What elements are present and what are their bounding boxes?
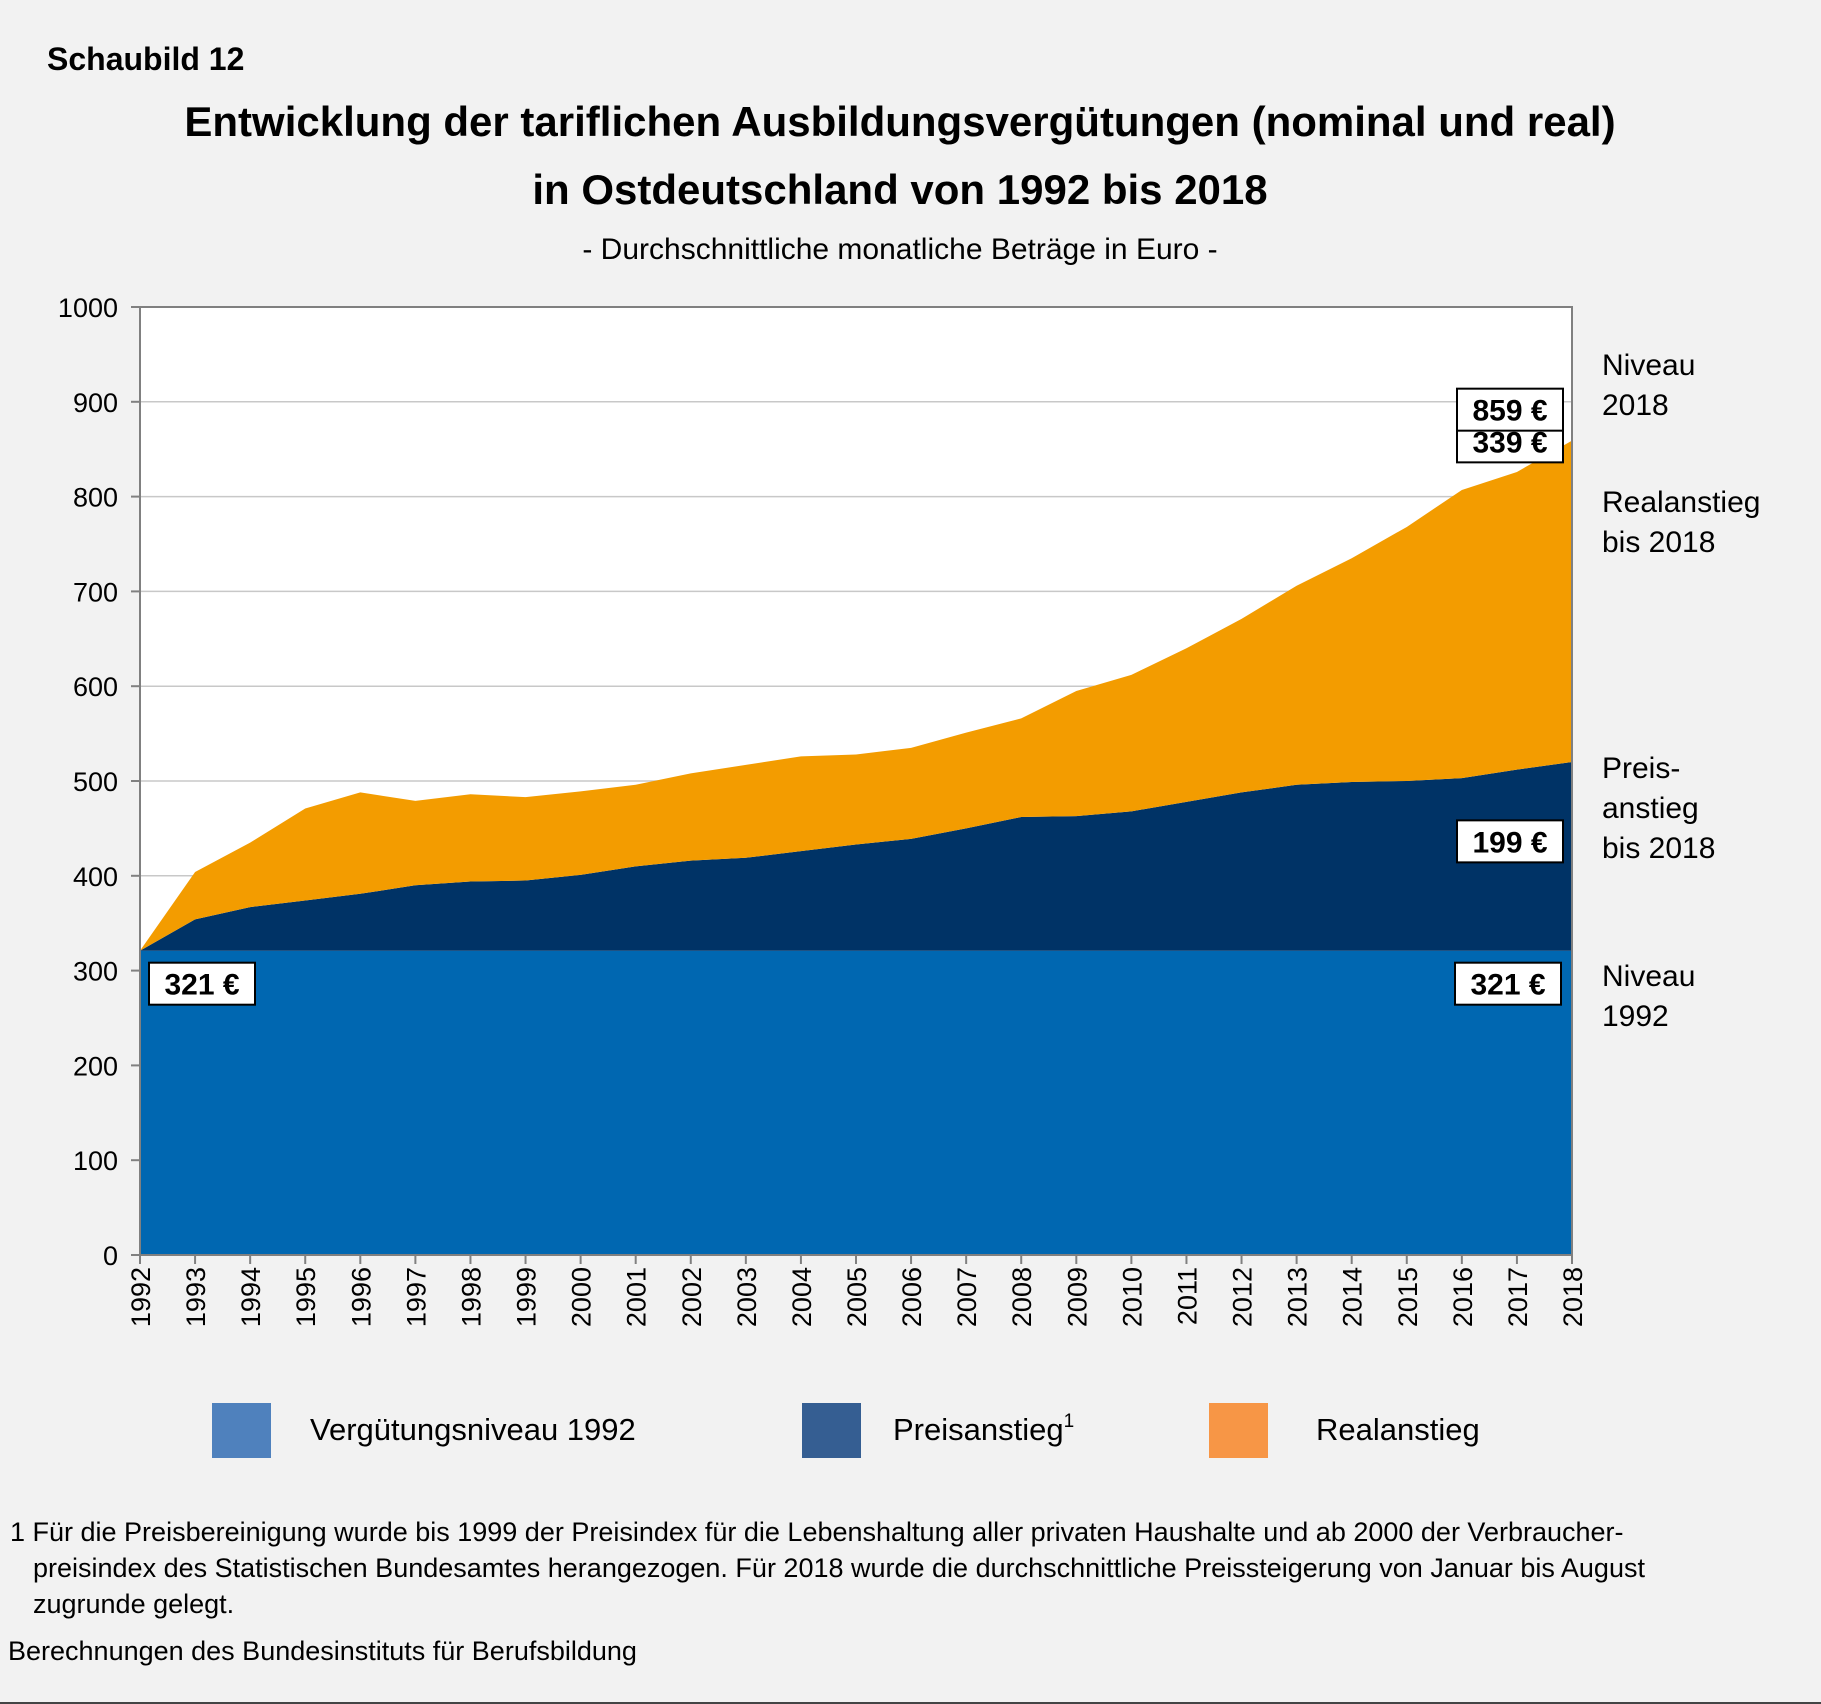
side-label-line: 1992 [1602, 1000, 1669, 1033]
annotation-text: 199 € [1472, 826, 1547, 859]
side-label-real: Realanstieg bis 2018 [1602, 486, 1760, 559]
legend-label: Realanstieg [1316, 1412, 1480, 1447]
y-tick-label: 800 [73, 483, 118, 513]
legend-label: Preisanstieg1 [893, 1411, 1074, 1447]
x-tick-label: 2010 [1117, 1267, 1147, 1327]
side-label-line: bis 2018 [1602, 526, 1715, 559]
legend-swatch [1209, 1403, 1268, 1458]
annotation-price-end: 199 € [1456, 819, 1564, 864]
x-tick-label: 1997 [401, 1267, 431, 1327]
side-label-line: Realanstieg [1602, 486, 1760, 519]
annotation-box [148, 961, 256, 1006]
x-tick-label: 1995 [291, 1267, 321, 1327]
chart-title: Entwicklung der tariflichen Ausbildungsv… [184, 98, 1615, 145]
x-tick-label: 2002 [677, 1267, 707, 1327]
x-tick-label: 1992 [126, 1267, 156, 1327]
legend-label: Vergütungsniveau 1992 [310, 1412, 636, 1447]
y-tick-label: 600 [73, 672, 118, 702]
y-tick-label: 900 [73, 388, 118, 418]
x-tick-label: 2011 [1172, 1267, 1202, 1325]
x-tick-label: 1999 [512, 1267, 542, 1327]
axes [131, 306, 1573, 1264]
annotation-box [1456, 387, 1564, 432]
annotation-base-end: 321 € [1454, 961, 1562, 1006]
x-tick-label: 2018 [1558, 1267, 1588, 1327]
x-tick-labels: 1992 1993 1994 1995 1996 1997 1998 1999 2000 2001… [126, 1267, 1588, 1327]
bottom-rule [0, 1702, 1821, 1704]
footnote-line-3: zugrunde gelegt. [33, 1589, 234, 1619]
annotation-text: 859 € [1472, 395, 1547, 428]
side-label-total: Niveau 2018 [1602, 349, 1695, 422]
annotation-start: 321 € [148, 961, 256, 1006]
x-tick-label: 2012 [1228, 1267, 1258, 1327]
x-tick-label: 2013 [1283, 1267, 1313, 1327]
x-tick-label: 2007 [952, 1267, 982, 1327]
legend-item: Preisanstieg1 [802, 1403, 1074, 1458]
y-tick-labels: 0 100 200 300 400 500 600 700 800 900 1000 [58, 293, 118, 1271]
y-tick-label: 100 [73, 1146, 118, 1176]
side-label-line: Preis- [1602, 752, 1680, 785]
y-tick-label: 300 [73, 957, 118, 987]
x-tick-label: 2004 [787, 1267, 817, 1327]
annotation-text: 339 € [1472, 426, 1547, 459]
x-tick-label: 2000 [567, 1267, 597, 1327]
area-preisanstieg [140, 762, 1572, 951]
annotation-text: 321 € [164, 969, 239, 1002]
chart-label: Schaubild 12 [47, 41, 244, 77]
x-tick-label: 2003 [732, 1267, 762, 1327]
annotation-box [1454, 961, 1562, 1006]
x-tick-label: 1998 [456, 1267, 486, 1327]
y-tick-label: 0 [103, 1241, 118, 1271]
x-tick-label: 1996 [346, 1267, 376, 1327]
x-tick-label: 2016 [1448, 1267, 1478, 1327]
chart-title-line2: in Ostdeutschland von 1992 bis 2018 [532, 166, 1267, 213]
annotation-box [1456, 819, 1564, 864]
side-label-price: Preis-anstieg bis 2018 [1602, 752, 1715, 865]
x-tick-label: 2008 [1007, 1267, 1037, 1327]
x-tick-label: 1993 [181, 1267, 211, 1327]
side-label-base: Niveau 1992 [1602, 960, 1695, 1033]
y-tick-label: 1000 [58, 293, 118, 323]
legend-swatch [802, 1403, 861, 1458]
footnote-line-2: preisindex des Statistischen Bundesamtes… [33, 1553, 1645, 1583]
x-tick-label: 2017 [1503, 1267, 1533, 1327]
x-tick-label: 2015 [1393, 1267, 1423, 1327]
area-series [140, 440, 1572, 1255]
value-annotations: 321 € 321 € 199 € 339 €859 € [148, 387, 1564, 1006]
annotation-text: 321 € [1470, 969, 1545, 1002]
y-tick-label: 400 [73, 862, 118, 892]
legend-swatch [212, 1403, 271, 1458]
area-verg-tungsniveau-1992 [140, 950, 1572, 1255]
source-note: Berechnungen des Bundesinstituts für Ber… [8, 1636, 637, 1666]
annotation-total-end: 859 € [1456, 387, 1564, 432]
legend: Vergütungsniveau 1992 Preisanstieg1 Realan… [212, 1403, 1480, 1458]
legend-superscript: 1 [1064, 1411, 1075, 1432]
x-tick-label: 1994 [236, 1267, 266, 1327]
x-tick-label: 2001 [622, 1267, 652, 1327]
x-tick-label: 2014 [1338, 1267, 1368, 1327]
y-tick-label: 700 [73, 577, 118, 607]
y-tick-label: 200 [73, 1051, 118, 1081]
legend-item: Vergütungsniveau 1992 [212, 1403, 636, 1458]
x-tick-label: 2006 [897, 1267, 927, 1327]
side-label-line: 2018 [1602, 389, 1669, 422]
legend-item: Realanstieg [1209, 1403, 1480, 1458]
side-label-line: anstieg [1602, 792, 1699, 825]
chart-subtitle: - Durchschnittliche monatliche Beträge i… [582, 233, 1217, 266]
y-tick-label: 500 [73, 767, 118, 797]
side-label-line: Niveau [1602, 349, 1695, 382]
side-label-line: Niveau [1602, 960, 1695, 993]
x-tick-label: 2005 [842, 1267, 872, 1327]
footnote-line-1: 1 Für die Preisbereinigung wurde bis 199… [10, 1517, 1624, 1547]
x-tick-label: 2009 [1062, 1267, 1092, 1327]
side-label-line: bis 2018 [1602, 832, 1715, 865]
area-realanstieg [140, 440, 1572, 951]
